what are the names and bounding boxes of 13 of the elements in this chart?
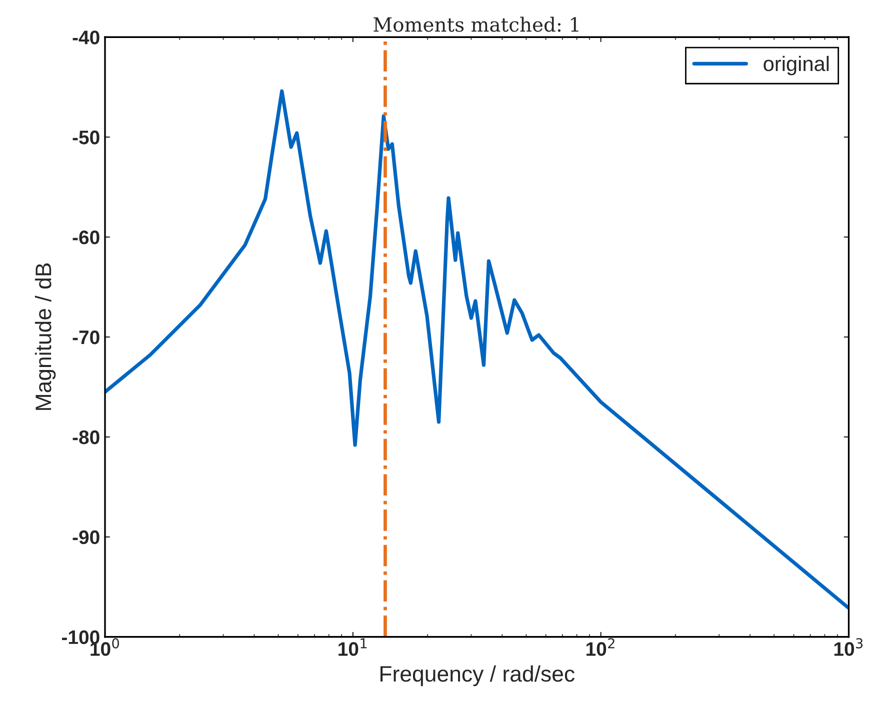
x-tick-label: 10$^{1}$ xyxy=(338,638,367,656)
x-tick-label: 10$^{3}$ xyxy=(834,638,863,656)
y-tick-label: -40 xyxy=(72,30,100,44)
chart-title: Moments matched: 1 xyxy=(374,16,578,32)
x-tick-label: 10$^{2}$ xyxy=(586,638,614,656)
y-tick-label: -70 xyxy=(72,330,100,344)
y-tick-label: -80 xyxy=(72,430,100,444)
x-axis-title: Frequency / rad/sec xyxy=(380,665,574,686)
legend-label: original xyxy=(764,56,829,76)
y-axis-title: Magnitude / dB xyxy=(34,263,56,410)
y-tick-label: -90 xyxy=(72,530,100,544)
y-tick-label: -50 xyxy=(72,130,100,144)
y-tick-label: -60 xyxy=(72,230,100,244)
